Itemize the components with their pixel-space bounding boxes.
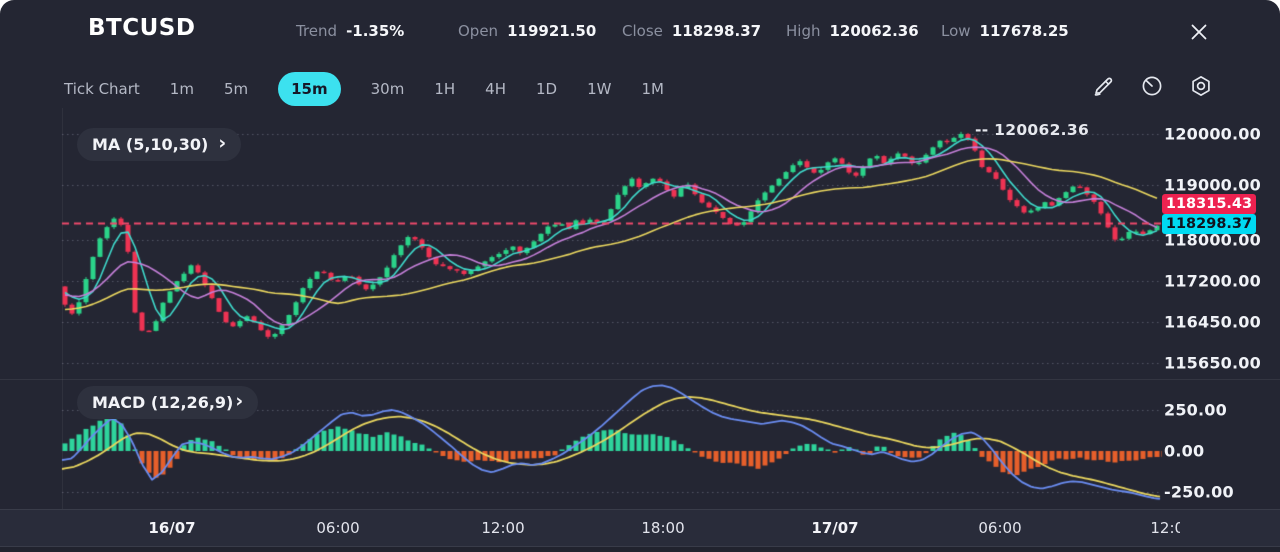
price-axis-label: 120000.00 [1164, 124, 1261, 144]
stat-value: 118298.37 [671, 22, 762, 40]
last-price-badge: 118298.37 [1162, 214, 1256, 234]
tab-1w[interactable]: 1W [587, 79, 612, 98]
stat-label: Open [458, 22, 499, 40]
stat-close: Close 118298.37 [622, 22, 761, 40]
price-axis-label: 117200.00 [1164, 271, 1261, 291]
stat-open: Open 119921.50 [458, 22, 596, 40]
stat-label: Close [622, 22, 663, 40]
chevron-right-icon: › [235, 390, 244, 412]
price-axis-label: 119000.00 [1164, 175, 1261, 195]
tab-tick-chart[interactable]: Tick Chart [64, 79, 140, 98]
ref-price-badge: 118315.43 [1162, 194, 1256, 214]
ma-indicator-badge[interactable]: MA (5,10,30) › [77, 128, 242, 161]
macd-axis-label: -250.00 [1164, 482, 1234, 502]
macd-indicator-label: MACD (12,26,9) [92, 393, 234, 412]
close-icon [1189, 22, 1209, 42]
draw-icon [1091, 74, 1115, 98]
timer-button[interactable] [1139, 73, 1165, 99]
timeframe-tabs: Tick Chart 1m 5m 15m 30m 1H 4H 1D 1W 1M [64, 70, 664, 107]
ma-indicator-label: MA (5,10,30) [92, 135, 209, 154]
time-axis-label: 12:00 [1150, 519, 1180, 537]
close-button[interactable] [1184, 17, 1214, 47]
stat-value: -1.35% [346, 22, 405, 40]
price-axis-label: 118000.00 [1164, 230, 1261, 250]
price-axis-label: 115650.00 [1164, 353, 1261, 373]
tab-4h[interactable]: 4H [485, 79, 506, 98]
tab-30m[interactable]: 30m [370, 79, 405, 98]
macd-indicator-badge[interactable]: MACD (12,26,9) › [77, 386, 259, 419]
macd-axis-label: 250.00 [1164, 400, 1227, 420]
time-axis-label: 06:00 [978, 519, 1022, 537]
macd-axis-label: 0.00 [1164, 441, 1205, 461]
time-axis: 16/07 06:00 12:00 18:00 17/07 06:00 12:00 [0, 509, 1280, 547]
stat-label: Trend [296, 22, 338, 40]
tab-1m[interactable]: 1m [169, 79, 194, 98]
time-axis-labels: 16/07 06:00 12:00 18:00 17/07 06:00 12:00 [0, 510, 1180, 546]
price-axis-label: 116450.00 [1164, 312, 1261, 332]
tab-1h[interactable]: 1H [434, 79, 456, 98]
time-axis-label: 18:00 [641, 519, 685, 537]
settings-icon [1189, 74, 1213, 98]
time-axis-label: 06:00 [316, 519, 360, 537]
high-price-annotation: -- 120062.36 [975, 121, 1090, 139]
time-axis-label: 16/07 [148, 519, 196, 537]
tab-1m-month[interactable]: 1M [641, 79, 664, 98]
tab-1d[interactable]: 1D [535, 79, 558, 98]
stat-label: High [786, 22, 821, 40]
stat-low: Low 117678.25 [941, 22, 1069, 40]
draw-button[interactable] [1090, 73, 1116, 99]
timer-icon [1140, 74, 1164, 98]
stat-value: 120062.36 [829, 22, 919, 40]
time-axis-label: 17/07 [811, 519, 859, 537]
chevron-right-icon: › [218, 132, 227, 154]
settings-button[interactable] [1188, 73, 1214, 99]
tab-15m[interactable]: 15m [278, 71, 341, 106]
chart-toolbar [1090, 73, 1214, 99]
stat-high: High 120062.36 [786, 22, 919, 40]
symbol-title: BTCUSD [88, 15, 196, 41]
stat-trend: Trend -1.35% [296, 22, 404, 40]
tab-5m[interactable]: 5m [223, 79, 249, 98]
stat-label: Low [941, 22, 971, 40]
stat-value: 117678.25 [979, 22, 1069, 40]
stat-value: 119921.50 [507, 22, 597, 40]
time-axis-label: 12:00 [481, 519, 525, 537]
